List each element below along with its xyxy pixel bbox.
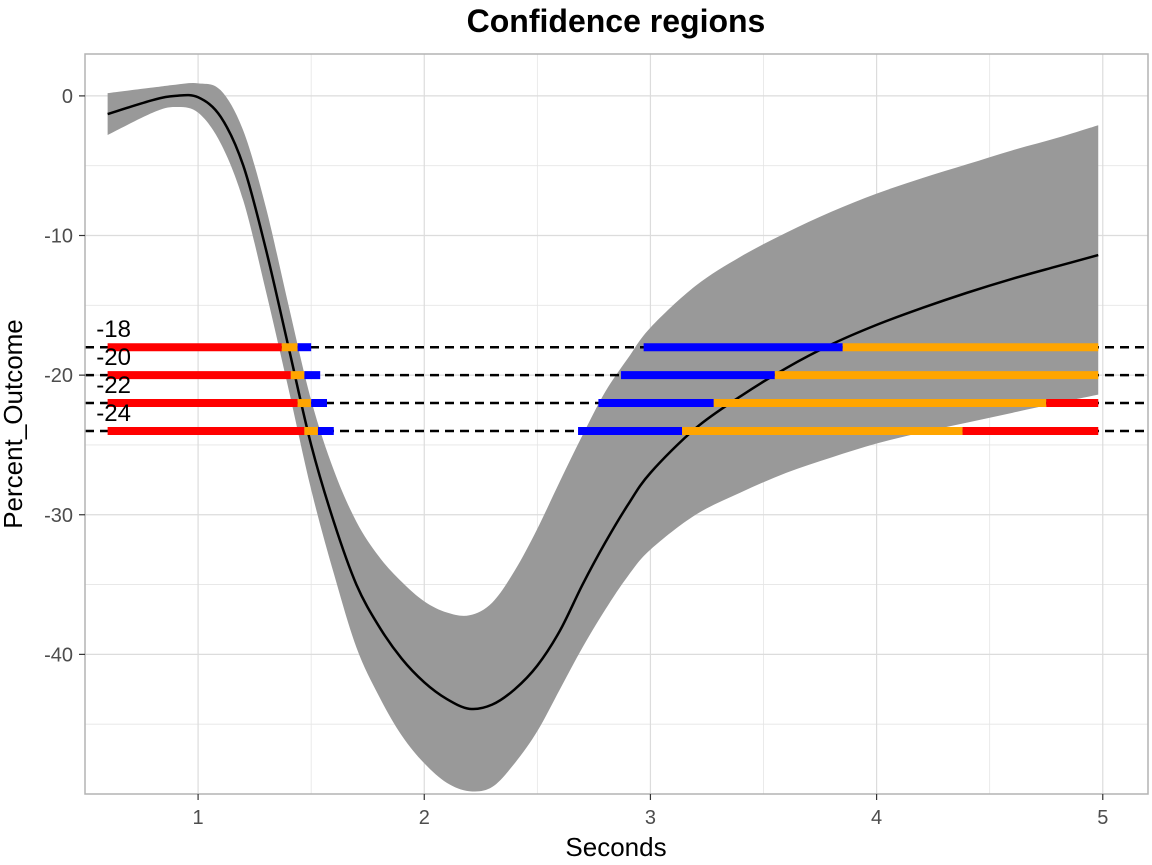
x-tick-label: 5 [1097, 807, 1108, 829]
x-tick-label: 4 [871, 807, 882, 829]
x-tick-label: 2 [419, 807, 430, 829]
x-tick-label: 3 [645, 807, 656, 829]
x-tick-label: 1 [193, 807, 204, 829]
y-tick-label: -40 [44, 644, 73, 666]
estimate-curve-layer [107, 93, 1099, 711]
confidence-band [107, 83, 1099, 792]
y-axis-title: Percent_Outcome [0, 319, 28, 529]
y-tick-label: -30 [44, 505, 73, 527]
confidence-band-layer [107, 83, 1099, 792]
y-tick-label: -20 [44, 365, 73, 387]
x-axis-title: Seconds [565, 832, 666, 862]
x-axis-ticks: 1 2 3 4 5 [193, 794, 1108, 829]
chart-title: Confidence regions [467, 3, 766, 39]
threshold-label: -20 [96, 344, 131, 371]
threshold-label: -24 [96, 400, 131, 427]
threshold-layer: -18-20-22-24 [85, 316, 1148, 435]
y-tick-label: 0 [62, 86, 73, 108]
estimate-curve [107, 93, 1099, 711]
threshold-label: -18 [96, 316, 131, 343]
y-axis-ticks: 0 -10 -20 -30 -40 [44, 86, 85, 666]
threshold-label: -22 [96, 372, 131, 399]
panel-border [84, 53, 1149, 795]
y-tick-label: -10 [44, 226, 73, 248]
